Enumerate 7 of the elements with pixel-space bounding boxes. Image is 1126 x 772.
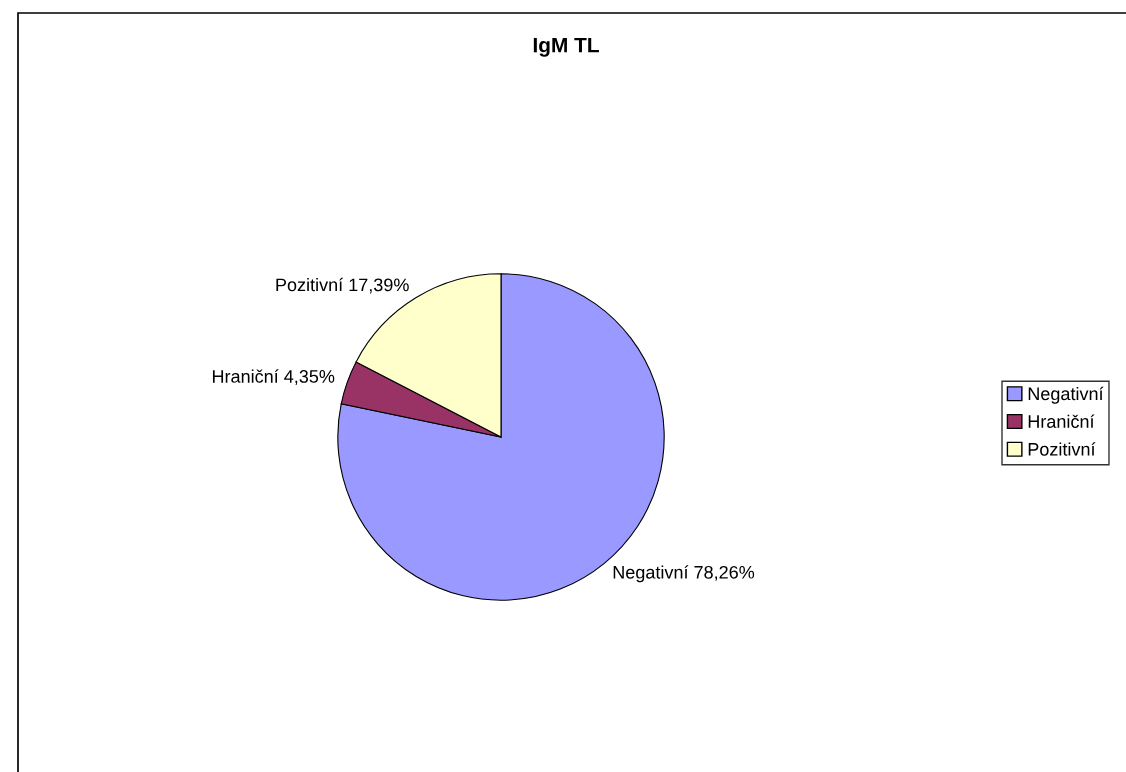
legend-label: Negativní xyxy=(1028,386,1104,404)
chart-title: IgM TL xyxy=(533,37,599,57)
category-label: Negativní 78,26% xyxy=(613,565,755,583)
category-label: Hraniční 4,35% xyxy=(212,369,335,385)
legend-label: Pozitivní xyxy=(1028,442,1096,456)
legend-label: Hraniční xyxy=(1028,414,1095,428)
category-label: Pozitivní 17,39% xyxy=(276,277,409,294)
